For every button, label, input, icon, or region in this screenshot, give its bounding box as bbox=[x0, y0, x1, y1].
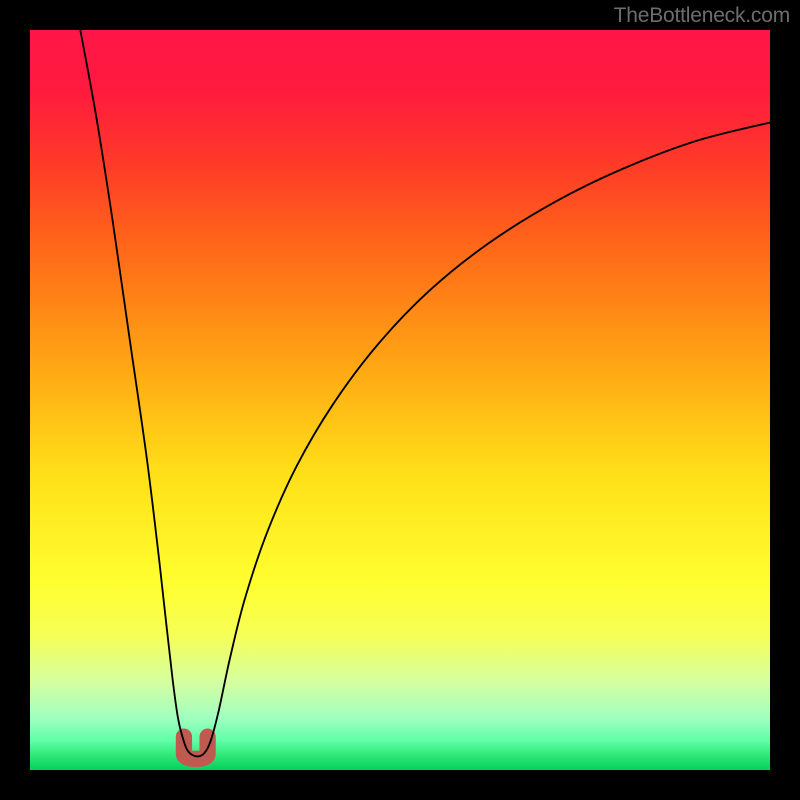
chart-background bbox=[30, 30, 770, 770]
watermark-text: TheBottleneck.com bbox=[614, 4, 790, 28]
chart-inner bbox=[30, 30, 770, 770]
chart-frame: TheBottleneck.com bbox=[0, 0, 800, 800]
bottleneck-curve-chart bbox=[30, 30, 770, 770]
